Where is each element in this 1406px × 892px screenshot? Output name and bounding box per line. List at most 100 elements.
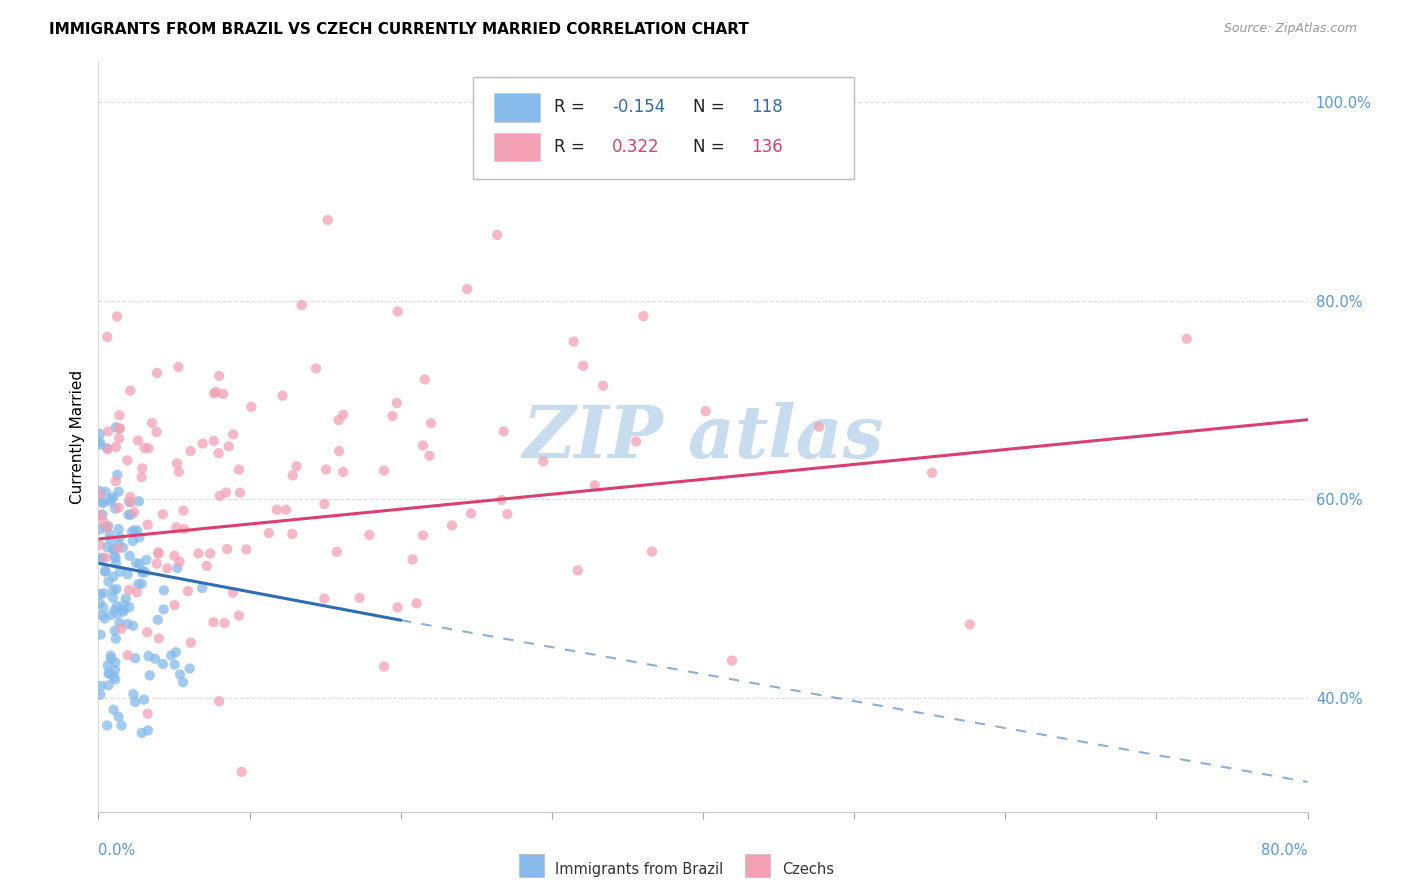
Point	[146, 613, 169, 627]
Point	[134, 441, 156, 455]
Point	[97, 658, 120, 673]
Point	[387, 304, 409, 318]
Point	[108, 565, 131, 579]
Point	[112, 605, 135, 619]
Point	[641, 544, 664, 558]
Point	[89, 508, 111, 522]
Point	[104, 549, 127, 564]
Point	[132, 692, 155, 706]
Point	[104, 603, 127, 617]
Point	[572, 359, 595, 373]
Point	[167, 465, 190, 479]
Point	[257, 526, 280, 541]
Point	[124, 651, 146, 665]
Point	[118, 495, 141, 509]
Point	[132, 564, 155, 578]
Point	[117, 567, 139, 582]
Point	[120, 490, 142, 504]
Point	[104, 501, 127, 516]
Point	[90, 679, 112, 693]
Point	[117, 453, 139, 467]
Point	[314, 497, 336, 511]
Point	[281, 468, 304, 483]
Point	[200, 547, 222, 561]
Point	[94, 564, 117, 578]
Point	[207, 446, 229, 460]
Point	[169, 667, 191, 681]
Point	[240, 400, 263, 414]
Text: 118: 118	[751, 98, 783, 116]
Point	[89, 522, 111, 536]
Point	[202, 615, 225, 630]
Point	[96, 520, 118, 534]
Point	[180, 635, 202, 649]
Point	[103, 583, 125, 598]
Text: 80.0%: 80.0%	[1261, 843, 1308, 858]
Point	[274, 502, 297, 516]
Y-axis label: Currently Married: Currently Married	[69, 370, 84, 504]
Point	[141, 416, 163, 430]
Point	[349, 591, 371, 605]
Point	[208, 694, 231, 708]
Point	[208, 368, 231, 383]
FancyBboxPatch shape	[474, 78, 855, 178]
Point	[387, 600, 409, 615]
Point	[180, 444, 202, 458]
Point	[98, 533, 121, 547]
Text: N =: N =	[693, 98, 730, 116]
Point	[212, 387, 235, 401]
Point	[101, 542, 124, 557]
Point	[131, 577, 153, 591]
Text: Immigrants from Brazil: Immigrants from Brazil	[555, 863, 724, 877]
Point	[100, 494, 122, 508]
Point	[205, 384, 228, 399]
Point	[128, 531, 150, 545]
Point	[127, 434, 149, 448]
Point	[93, 611, 115, 625]
Point	[195, 558, 218, 573]
Point	[107, 500, 129, 515]
Point	[235, 542, 257, 557]
Point	[214, 615, 236, 630]
Point	[285, 459, 308, 474]
Point	[104, 663, 127, 677]
Point	[103, 569, 125, 583]
Point	[202, 434, 225, 448]
Point	[624, 434, 647, 449]
Point	[105, 582, 128, 596]
Point	[187, 546, 209, 560]
Point	[108, 431, 131, 445]
Point	[118, 582, 141, 597]
Point	[146, 366, 169, 380]
Point	[231, 764, 253, 779]
Point	[165, 520, 187, 534]
Point	[202, 386, 225, 401]
Point	[98, 527, 121, 541]
Point	[134, 565, 156, 579]
Point	[124, 695, 146, 709]
Text: R =: R =	[554, 98, 591, 116]
Point	[229, 485, 252, 500]
Point	[131, 461, 153, 475]
Point	[128, 494, 150, 508]
Point	[103, 542, 125, 557]
Point	[138, 442, 160, 456]
Point	[125, 556, 148, 570]
Point	[136, 723, 159, 738]
Point	[96, 540, 118, 554]
Point	[381, 409, 404, 423]
Point	[100, 648, 122, 663]
Point	[173, 522, 195, 536]
Point	[172, 675, 194, 690]
Point	[107, 537, 129, 551]
Point	[97, 519, 120, 533]
Point	[114, 591, 136, 606]
Point	[120, 384, 142, 398]
Point	[110, 622, 132, 636]
Point	[108, 421, 131, 435]
Text: Czechs: Czechs	[782, 863, 834, 877]
Point	[492, 425, 515, 439]
Point	[166, 561, 188, 575]
Point	[359, 528, 381, 542]
Point	[93, 515, 115, 529]
